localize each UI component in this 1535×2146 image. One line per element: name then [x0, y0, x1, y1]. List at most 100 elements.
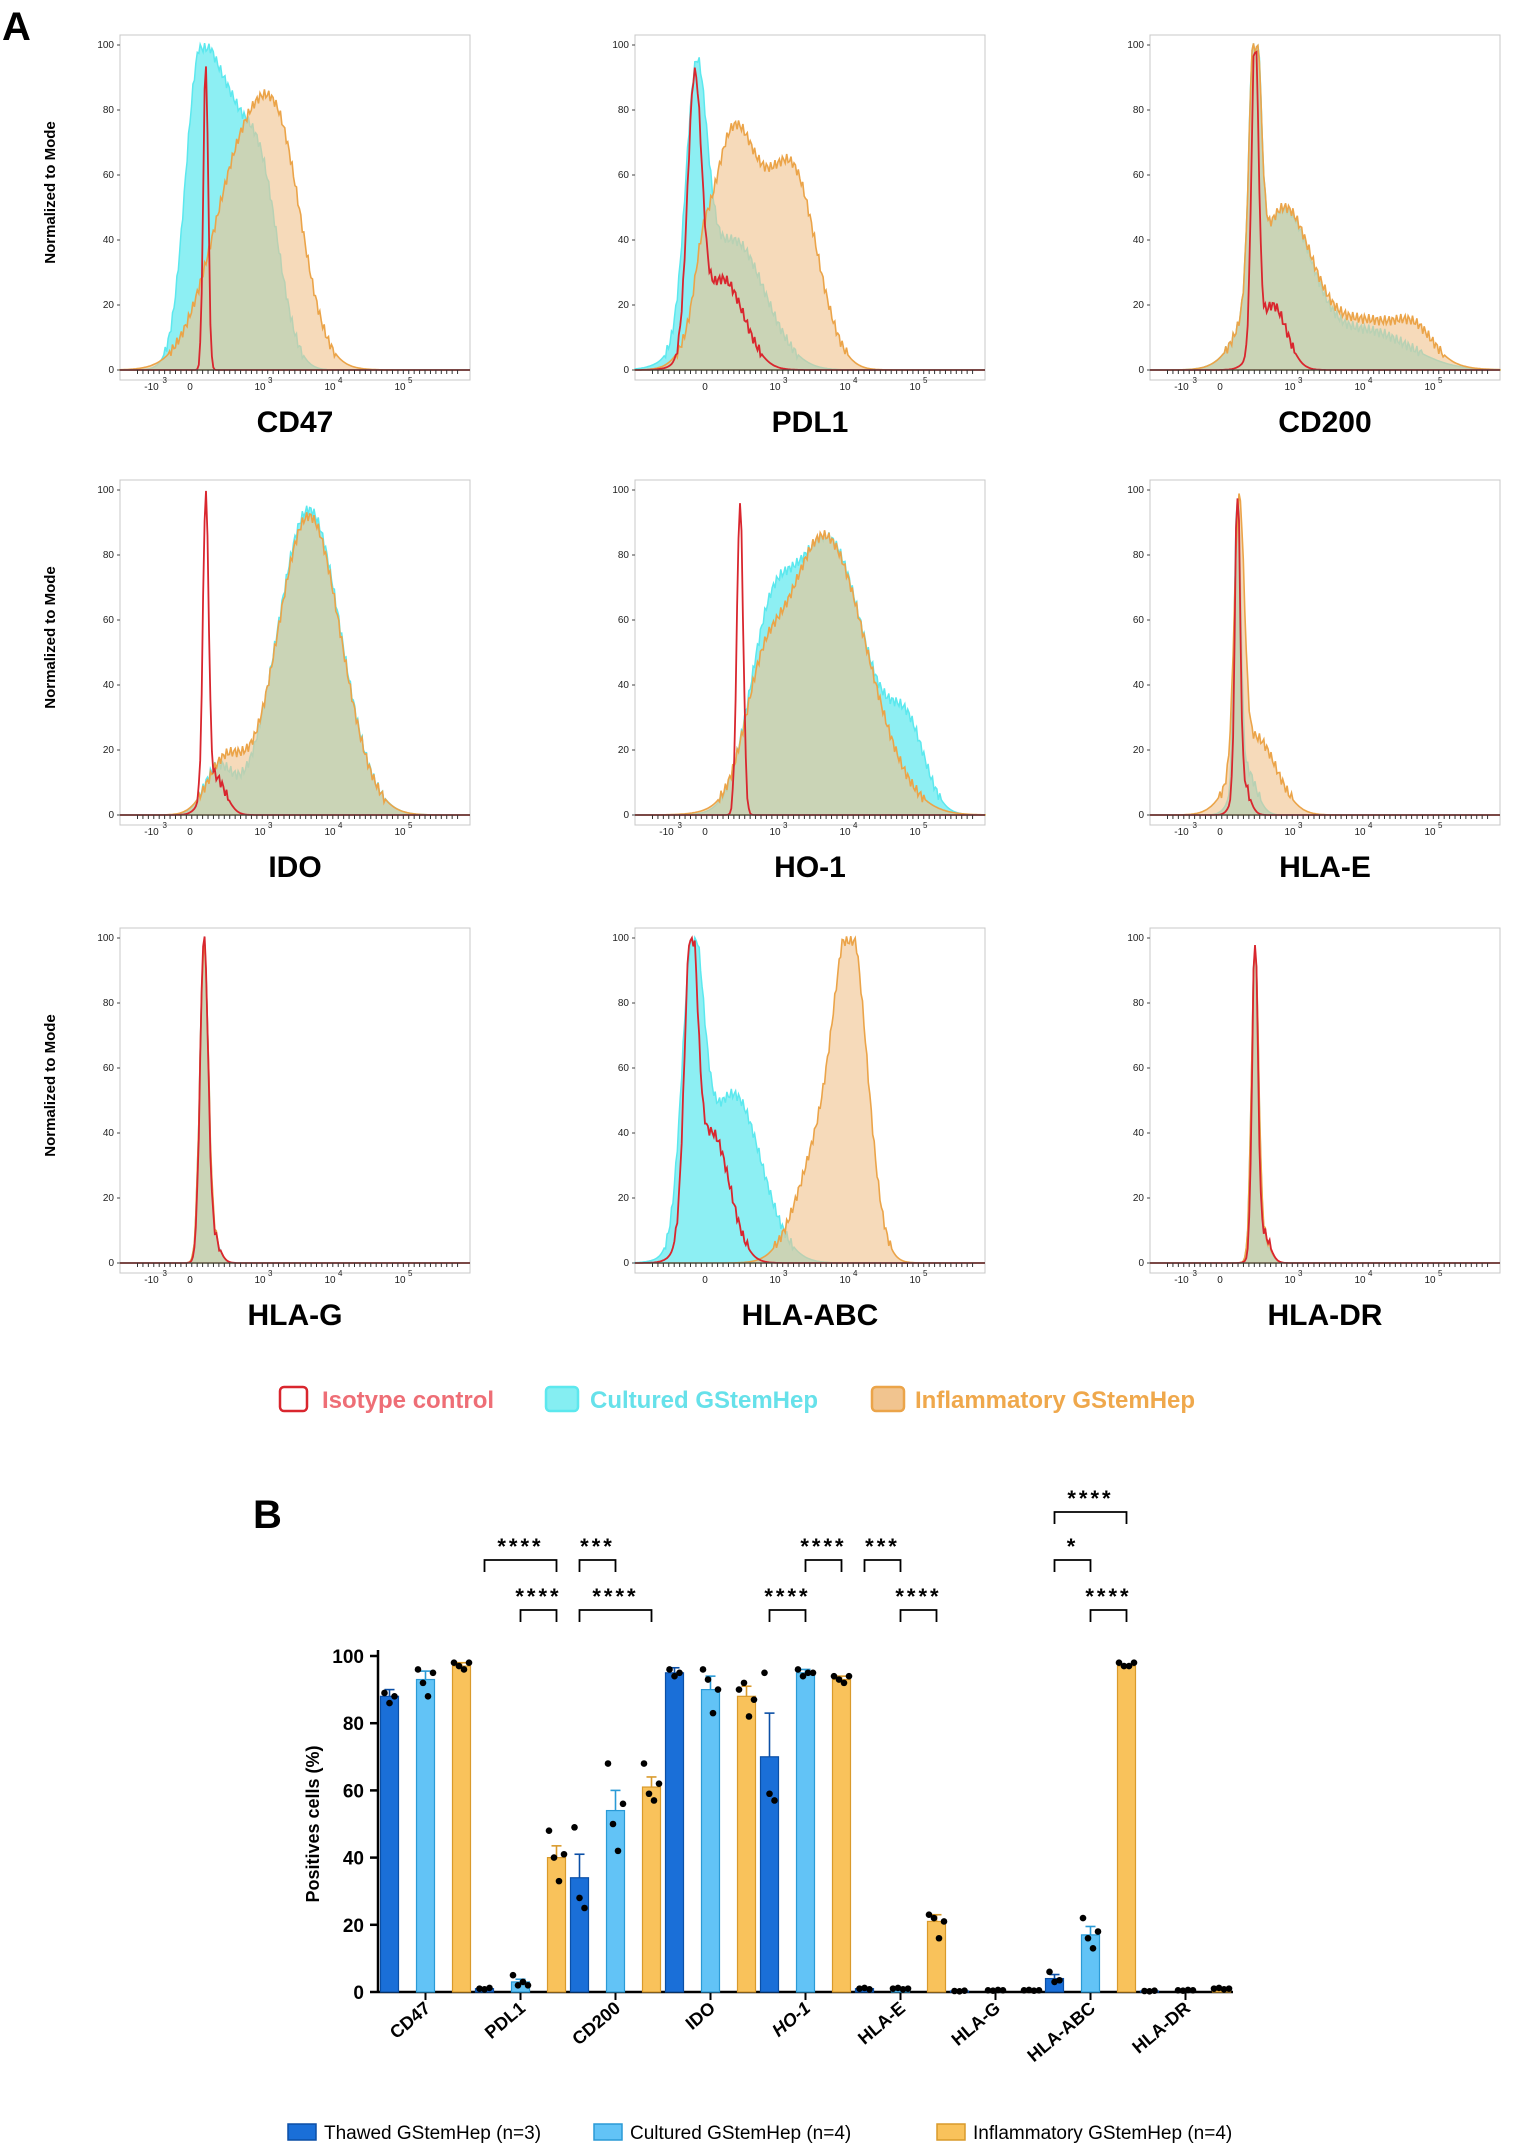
histogram-x-tick-label: 10: [254, 827, 266, 838]
histogram-x-tick-exponent: 4: [338, 376, 343, 385]
significance-bracket: ****: [1085, 1584, 1129, 1622]
histogram-x-tick-label: 10: [1354, 1275, 1366, 1286]
histogram-x-tick-label: 10: [1284, 382, 1296, 393]
bar-ho-1-series-1: [795, 1672, 816, 1993]
legend-b-item: Inflammatory GStemHep (n=4): [936, 2123, 1232, 2144]
histogram-y-tick-label: 60: [618, 170, 630, 181]
data-point: [930, 1914, 938, 1922]
data-point: [414, 1666, 422, 1673]
data-point: [840, 1679, 848, 1687]
histogram-y-tick-label: 100: [1127, 485, 1144, 496]
histogram-x-tick-label: 10: [1354, 827, 1366, 838]
data-point: [1051, 1978, 1058, 1986]
histogram-x-tick-exponent: 3: [163, 821, 168, 830]
histogram-x-tick-exponent: 3: [1298, 1269, 1303, 1278]
data-point: [925, 1911, 933, 1919]
significance-label: ****: [800, 1534, 846, 1559]
inflammatory-histogram: [1150, 493, 1500, 816]
histogram-y-tick-label: 80: [103, 105, 115, 116]
bar-cd47-series-0: [379, 1695, 400, 1993]
histogram-x-tick-label: 0: [702, 827, 708, 838]
legend-b-item: Cultured GStemHep (n=4): [593, 2123, 851, 2144]
histogram-y-tick-label: 20: [1133, 745, 1145, 756]
histogram-x-tick-exponent: 4: [1368, 376, 1373, 385]
histogram-y-tick-label: 100: [1127, 933, 1144, 944]
data-point: [650, 1797, 658, 1804]
histogram-x-tick-label: 10: [394, 1275, 406, 1286]
histogram-y-tick-label: 0: [1138, 365, 1144, 376]
histogram-x-tick-label: 10: [839, 827, 851, 838]
histogram-y-tick-label: 80: [1133, 105, 1145, 116]
histogram-y-tick-label: 0: [108, 365, 114, 376]
histogram-y-tick-label: 40: [103, 235, 115, 246]
data-point: [804, 1669, 812, 1677]
histogram-frame: [1149, 34, 1501, 381]
data-point: [450, 1659, 458, 1667]
histogram-y-tick-label: 60: [1133, 170, 1145, 181]
significance-bracket: ****: [1053, 1486, 1128, 1524]
significance-bracket: ***: [863, 1534, 902, 1572]
data-point: [666, 1666, 673, 1673]
bar-cd200-series-1: [605, 1809, 626, 1993]
data-point: [1084, 1934, 1092, 1942]
histogram-x-tick-exponent: 3: [783, 1269, 788, 1278]
cultured-histogram: [1150, 948, 1500, 1264]
histogram-x-tick-label: 10: [254, 1275, 266, 1286]
inflammatory-histogram: [635, 530, 986, 816]
histogram-y-tick-label: 100: [97, 40, 114, 51]
bar-x-tick-label: HLA-DR: [1128, 1998, 1194, 2058]
significance-label: ***: [580, 1534, 615, 1559]
histogram-y-tick-label: 60: [103, 1063, 115, 1074]
significance-label: ****: [592, 1584, 638, 1609]
histogram-x-tick-exponent: 3: [783, 821, 788, 830]
legend-cultured-swatch: [544, 1385, 580, 1413]
histogram-y-tick-label: 80: [1133, 998, 1145, 1009]
data-point: [545, 1827, 553, 1835]
histogram-x-tick-label: 10: [324, 827, 336, 838]
histogram-title: CD47: [257, 406, 334, 439]
histogram-y-tick-label: 0: [623, 365, 629, 376]
data-point: [476, 1985, 483, 1992]
isotype-histogram: [1150, 944, 1500, 1264]
data-point: [935, 1934, 943, 1942]
data-point: [1189, 1987, 1197, 1994]
bracket-line: [578, 1559, 617, 1572]
histogram-x-tick-label: -10: [659, 827, 674, 838]
histogram-y-tick-label: 40: [1133, 235, 1145, 246]
legend-b-label: Cultured GStemHep (n=4): [630, 2123, 851, 2144]
data-point: [460, 1666, 468, 1673]
inflammatory-histogram: [120, 512, 470, 816]
histogram-ylabel: Normalized to Mode: [42, 566, 59, 709]
histogram-y-tick-label: 20: [1133, 1193, 1145, 1204]
histogram-x-tick-label: 0: [702, 382, 708, 393]
histogram-x-tick-exponent: 4: [853, 1269, 858, 1278]
bar-ylabel: Positives cells (%): [303, 1745, 323, 1902]
significance-bracket: ***: [578, 1534, 617, 1572]
histogram-x-tick-exponent: 3: [783, 376, 788, 385]
histogram-x-tick-label: 10: [909, 827, 921, 838]
data-point: [571, 1824, 578, 1831]
data-point: [999, 1987, 1007, 1994]
data-point: [1130, 1659, 1138, 1667]
data-point: [655, 1780, 663, 1787]
histogram-y-tick-label: 40: [618, 235, 630, 246]
histogram-y-tick-label: 100: [612, 933, 629, 944]
legend-b-label: Thawed GStemHep (n=3): [324, 2123, 541, 2144]
data-point: [1174, 1987, 1182, 1994]
data-point: [486, 1984, 493, 1992]
data-point: [1125, 1662, 1133, 1670]
data-point: [856, 1985, 863, 1992]
histogram-title: HLA-ABC: [742, 1299, 879, 1332]
data-point: [1035, 1987, 1043, 1994]
isotype-histogram: [1150, 498, 1500, 816]
histogram-x-tick-label: -10: [144, 382, 159, 393]
histogram-y-tick-label: 20: [103, 745, 115, 756]
data-point: [1146, 1988, 1153, 1995]
histogram-y-tick-label: 40: [103, 1128, 115, 1139]
data-point: [709, 1709, 717, 1717]
significance-label: ****: [515, 1584, 561, 1609]
